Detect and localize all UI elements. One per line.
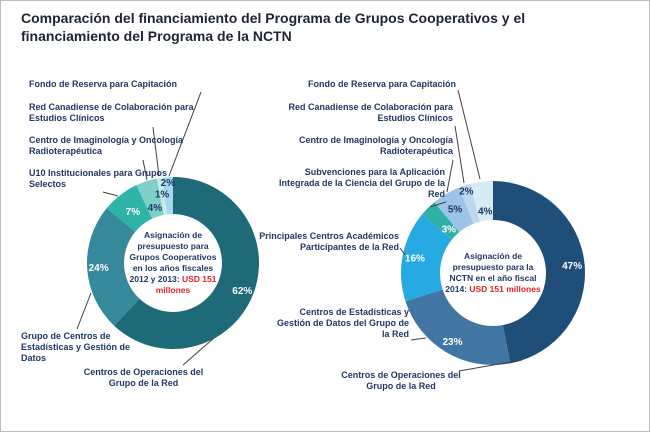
leader-red-canadiense-right — [454, 125, 465, 184]
callout-estadisticas-right: Centros de Estadísticas y Gestión de Dat… — [276, 307, 409, 339]
donut-grupos-cooperativos: 62% 24% 7% 4% 1%2% — [87, 177, 260, 349]
callout-imaginologia-left: Centro de Imaginología y Oncología Radio… — [29, 135, 184, 156]
callout-red-canadiense-left: Red Canadiense de Colaboración para Estu… — [29, 102, 194, 123]
percent-label: 7% — [126, 207, 141, 218]
percent-label: 47% — [562, 261, 582, 272]
callout-subvenciones-right: Subvenciones para la Aplicación Integrad… — [278, 167, 445, 199]
center-label-intro-left: Asignación de presupuesto para Grupos Co… — [129, 229, 217, 285]
callout-fondo-reserva-left: Fondo de Reserva para Capitación — [29, 79, 178, 89]
percent-label: 4% — [148, 203, 163, 214]
callout-principales-right: Principales Centros Académicos Participa… — [259, 231, 399, 252]
leader-fondo-right — [457, 89, 481, 180]
center-label-grupos-cooperativos: Asignación de presupuesto para Grupos Co… — [125, 214, 221, 312]
center-label-nctn: Asignación de presupuesto para la NCTN e… — [441, 220, 545, 326]
center-label-intro-right: Asignación de presupuesto para la NCTN e… — [445, 250, 537, 295]
donut-nctn: 47% 23% 16% 3% 5% 2% 4% — [400, 181, 585, 366]
leader-operaciones-right — [458, 359, 523, 372]
leader-imaginologia-right — [446, 159, 454, 193]
percent-label: 1% — [155, 190, 170, 201]
donut-hole — [124, 214, 222, 312]
leader-estadisticas-left — [76, 292, 92, 330]
center-label-amount-right: USD 151 millones — [469, 284, 541, 295]
donut-hole — [440, 220, 546, 326]
percent-label: 3% — [442, 224, 457, 235]
leader-subvenciones-right — [429, 201, 447, 208]
percent-label: 2% — [459, 186, 474, 197]
percent-label: 5% — [448, 204, 463, 215]
percent-label: 62% — [232, 286, 252, 297]
percent-label: 16% — [405, 254, 425, 265]
percent-label: 24% — [89, 263, 109, 274]
leader-u10-left — [102, 191, 119, 197]
percent-label: 23% — [442, 337, 462, 348]
percent-label: 2% — [161, 178, 176, 189]
callout-imaginologia-right: Centro de Imaginología y Oncología Radio… — [298, 135, 453, 156]
leader-lines — [76, 89, 523, 372]
callout-fondo-reserva-right: Fondo de Reserva para Capitación — [307, 79, 456, 89]
leader-principales-right — [399, 247, 406, 256]
callout-estadisticas-left: Grupo de Centros de Estadísticas y Gesti… — [21, 331, 131, 363]
percent-label: 4% — [478, 206, 493, 217]
callout-operaciones-left: Centros de Operaciones del Grupo de la R… — [83, 367, 204, 388]
page-title-line-2: financiamiento del Programa de la NCTN — [21, 28, 292, 45]
callout-u10-left: U10 Institucionales para Grupos Selectos — [29, 168, 168, 189]
leader-operaciones-left — [182, 337, 215, 366]
page-title-line-1: Comparación del financiamiento del Progr… — [21, 10, 526, 26]
page-title: Comparación del financiamiento del Progr… — [21, 9, 525, 45]
callout-red-canadiense-right: Red Canadiense de Colaboración para Estu… — [288, 102, 453, 123]
leader-imaginologia-left — [142, 159, 148, 181]
leader-estadisticas-right — [410, 337, 427, 341]
center-label-amount-left: USD 151 millones — [155, 274, 217, 296]
leader-fondo-left — [168, 91, 202, 177]
leader-red-canadiense-left — [152, 126, 160, 177]
callout-operaciones-right: Centros de Operaciones del Grupo de la R… — [341, 370, 461, 391]
